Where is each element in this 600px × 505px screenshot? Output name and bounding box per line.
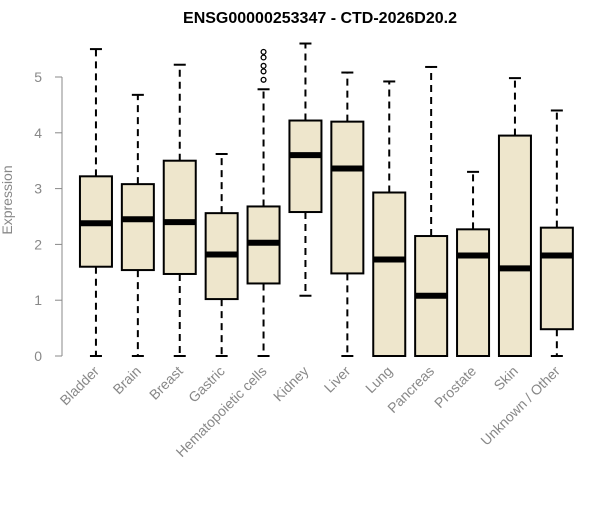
outlier-point [260,68,267,75]
iqr-box [288,119,323,214]
y-tick-label: 4 [34,125,42,141]
iqr-box [162,159,197,275]
box-hematopoietic-cells [246,48,281,357]
box-brain [120,93,155,357]
box-gastric [204,153,239,357]
box-breast [162,63,197,357]
y-axis-label: Expression [0,165,15,234]
x-tick-label: Brain [110,363,144,397]
outlier-point [260,54,267,61]
iqr-box [456,228,491,357]
iqr-box [330,120,365,275]
outlier-point [260,62,267,69]
iqr-box [497,134,532,357]
y-tick-label: 5 [34,69,42,85]
x-tick-label: Breast [146,363,186,403]
x-tick-label: Kidney [270,363,312,405]
chart-title: ENSG00000253347 - CTD-2026D20.2 [183,10,457,27]
y-tick-label: 3 [34,181,42,197]
x-tick-label: Skin [491,363,522,394]
outlier-point [260,76,267,83]
x-tick-label: Pancreas [384,363,437,416]
box-lung [372,80,407,357]
y-tick-label: 1 [34,292,42,308]
outlier-point [260,48,267,55]
box-bladder [78,48,113,357]
x-tick-label: Liver [321,363,354,396]
iqr-box [539,226,574,331]
box-liver [330,71,365,357]
y-tick-label: 0 [34,348,42,364]
y-tick-label: 2 [34,236,42,252]
x-tick-label: Unknown / Other [477,363,563,449]
x-tick-label: Lung [362,363,395,396]
x-tick-label: Bladder [57,363,103,409]
box-pancreas [414,65,449,357]
box-unknown-other [539,109,574,357]
box-kidney [288,42,323,297]
x-tick-label: Prostate [431,363,479,411]
axes: 0 1 2 3 4 5 [34,69,63,364]
box-skin [497,77,532,357]
boxes [78,42,574,357]
iqr-box [120,183,155,272]
box-prostate [456,170,491,357]
iqr-box [372,191,407,357]
